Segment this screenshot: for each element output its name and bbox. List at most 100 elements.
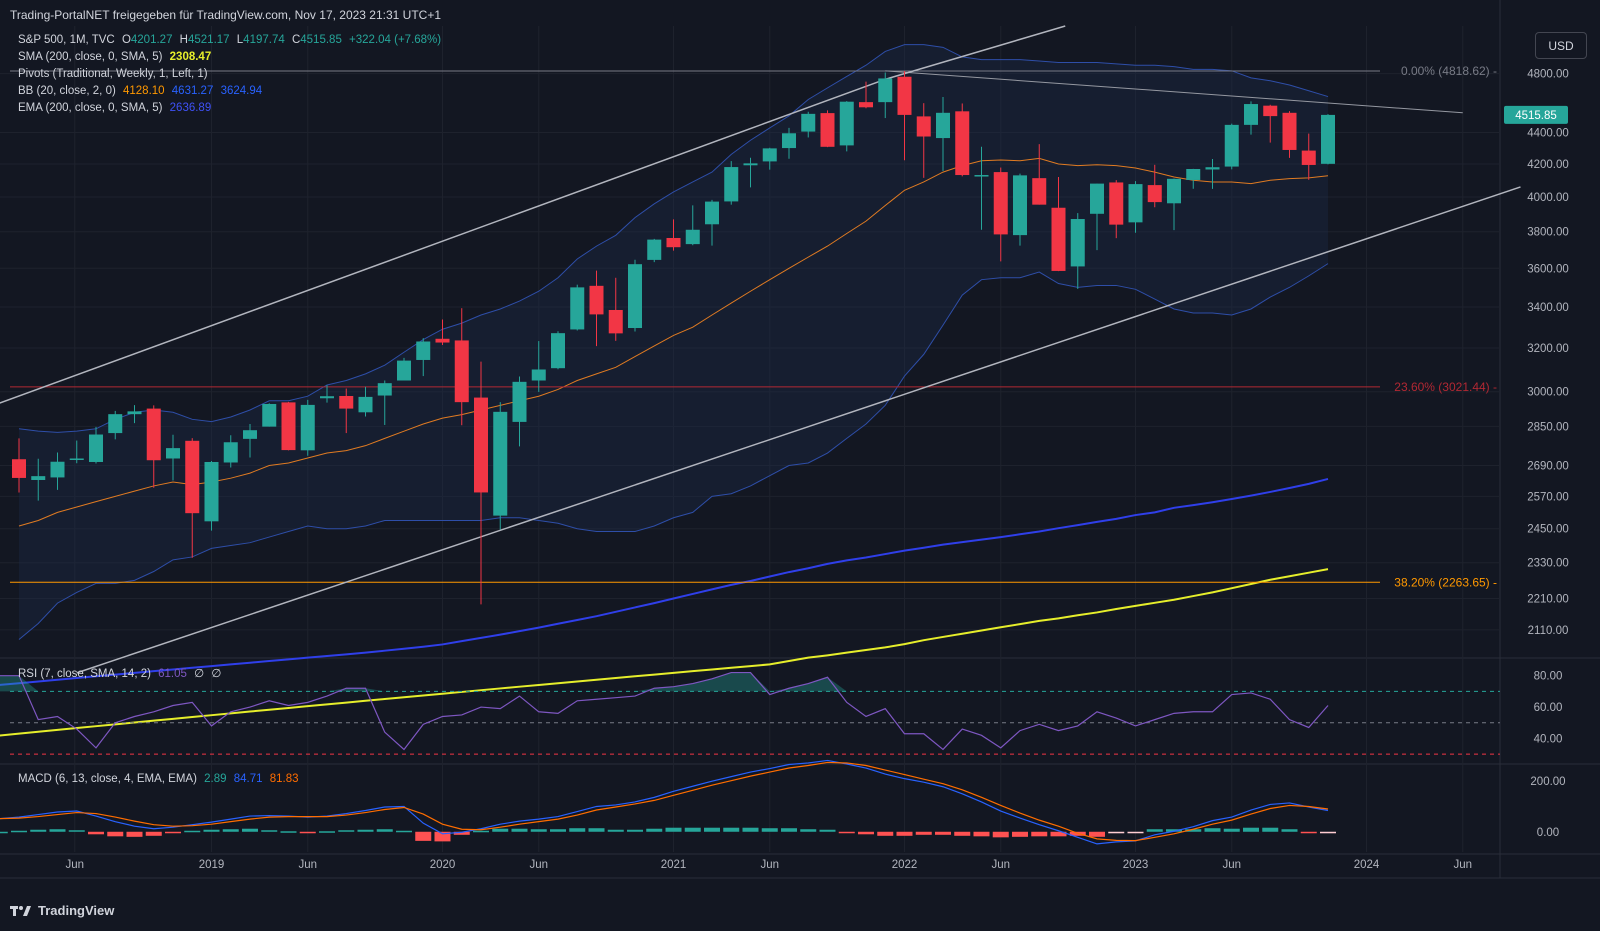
macd-histogram-bar <box>242 828 258 832</box>
macd-histogram-bar <box>1012 831 1028 837</box>
macd-histogram-bar <box>11 830 27 833</box>
time-tick-label: 2023 <box>1123 859 1149 871</box>
candle-body <box>166 448 180 459</box>
macd-histogram-bar <box>1300 831 1317 834</box>
time-tick-label: Jun <box>760 859 779 871</box>
last-price-badge <box>1504 105 1568 124</box>
pivots-label[interactable]: Pivots (Traditional, Weekly, 1, Left, 1) <box>18 68 208 80</box>
bb-basis-value: 4128.10 <box>123 85 165 97</box>
macd-histogram-bar <box>396 830 412 833</box>
candle-body <box>1070 219 1085 267</box>
bb-basis-line <box>18 157 1329 527</box>
currency-button[interactable]: USD <box>1535 32 1587 59</box>
candle-body <box>916 116 931 137</box>
macd-histogram-bar <box>877 831 894 836</box>
candle-body <box>31 476 46 480</box>
macd-histogram-bar <box>126 831 143 837</box>
change-value: +322.04 (+7.68%) <box>349 34 442 46</box>
macd-histogram-bar <box>1166 829 1182 832</box>
rsi-label[interactable]: RSI (7, close, SMA, 14, 2) <box>18 668 151 680</box>
candle-body <box>955 111 970 176</box>
macd-histogram-bar <box>1243 827 1259 832</box>
low-value: 4197.74 <box>243 34 285 46</box>
candle-body <box>705 201 719 225</box>
price-tick-label: 4400.00 <box>1527 128 1569 140</box>
candle-body <box>454 340 469 403</box>
candle-body <box>1109 182 1124 225</box>
macd-histogram-bar <box>473 830 489 833</box>
macd-histogram-bar <box>973 831 990 837</box>
fib-level-label: 38.20% (2263.65) - <box>1394 575 1497 589</box>
time-tick-label: 2019 <box>199 859 225 871</box>
candle-body <box>185 440 200 514</box>
low-label: L <box>236 34 244 46</box>
fib-level-label: 23.60% (3021.44) - <box>1394 380 1497 394</box>
rsi-tick-label: 40.00 <box>1534 733 1563 745</box>
macd-label[interactable]: MACD (6, 13, close, 4, EMA, EMA) <box>18 773 197 785</box>
bb-label[interactable]: BB (20, close, 2, 0) <box>18 85 116 97</box>
symbol-label[interactable]: S&P 500, 1M, TVC <box>18 34 115 46</box>
legend-ema: EMA (200, close, 0, SMA, 5) 2636.89 <box>18 102 215 114</box>
candle-body <box>262 403 277 427</box>
macd-histogram-bar <box>1089 831 1105 837</box>
candle-body <box>1282 112 1297 150</box>
candle-body <box>300 404 315 451</box>
macd-histogram-bar <box>646 828 663 832</box>
macd-signal-line <box>0 761 1329 842</box>
candle-body <box>1244 104 1258 125</box>
candle-body <box>493 411 508 516</box>
rsi-overbought-fill <box>769 677 847 692</box>
candle-body <box>878 78 893 103</box>
rsi-na-2: ∅ <box>211 668 222 680</box>
candle-body <box>358 396 373 413</box>
close-value: 4515.85 <box>300 34 342 46</box>
macd-histogram-bar <box>1031 831 1048 837</box>
candle-body <box>801 113 816 132</box>
macd-histogram-bar <box>357 829 374 832</box>
price-tick-label: 4200.00 <box>1527 159 1569 171</box>
candle-body <box>859 102 873 108</box>
legend-bb: BB (20, close, 2, 0) 4128.10 4631.27 362… <box>18 85 266 97</box>
time-tick-label: Jun <box>1453 859 1472 871</box>
legend-macd: MACD (6, 13, close, 4, EMA, EMA) 2.89 84… <box>18 773 303 785</box>
sma200-line <box>0 568 1329 737</box>
chart-caption: Trading-PortalNET freigegeben für Tradin… <box>10 8 442 22</box>
rsi-pane <box>0 671 1500 755</box>
time-tick-label: 2024 <box>1354 859 1380 871</box>
candle-body <box>628 264 642 329</box>
macd-histogram-bar <box>742 827 759 832</box>
candle-body <box>993 172 1008 235</box>
macd-histogram-bar <box>1146 829 1163 832</box>
candle-body <box>608 309 623 334</box>
macd-histogram-bar <box>838 831 855 834</box>
candle-body <box>1051 207 1066 271</box>
time-axis: Jun 2019 Jun 2020 Jun 2021 Jun 2022 Jun 2023 Jun 20… <box>65 859 1472 871</box>
macd-histogram-bar <box>88 831 104 835</box>
macd-histogram-bar <box>338 830 355 832</box>
bb-lower-line <box>18 263 1329 640</box>
candle-body <box>1301 150 1316 165</box>
ema-label[interactable]: EMA (200, close, 0, SMA, 5) <box>18 102 163 114</box>
candle-body <box>1090 183 1104 214</box>
candle-body <box>1186 169 1201 180</box>
sma-label[interactable]: SMA (200, close, 0, SMA, 5) <box>18 51 163 63</box>
macd-histogram-bar <box>992 831 1009 838</box>
candle-body <box>339 395 354 409</box>
macd-histogram-bar <box>145 831 162 836</box>
candle-body <box>666 237 681 248</box>
macd-histogram-bar <box>1223 828 1240 832</box>
macd-histogram-bar <box>165 831 181 834</box>
tradingview-brand[interactable]: TradingView <box>10 903 114 918</box>
macd-histogram-bar <box>588 828 605 832</box>
candle-body <box>589 285 604 315</box>
rsi-tick-label: 80.00 <box>1534 671 1563 683</box>
legend-main: S&P 500, 1M, TVC O4201.27 H4521.17 L4197… <box>18 34 445 46</box>
candles <box>12 70 1335 605</box>
open-value: 4201.27 <box>130 34 173 46</box>
macd-histogram-bar <box>184 830 201 833</box>
price-tick-label: 3200.00 <box>1527 343 1569 355</box>
legend-sma: SMA (200, close, 0, SMA, 5) 2308.47 <box>18 51 215 63</box>
macd-tick-label: 0.00 <box>1537 827 1559 839</box>
brand-label: TradingView <box>38 903 115 918</box>
